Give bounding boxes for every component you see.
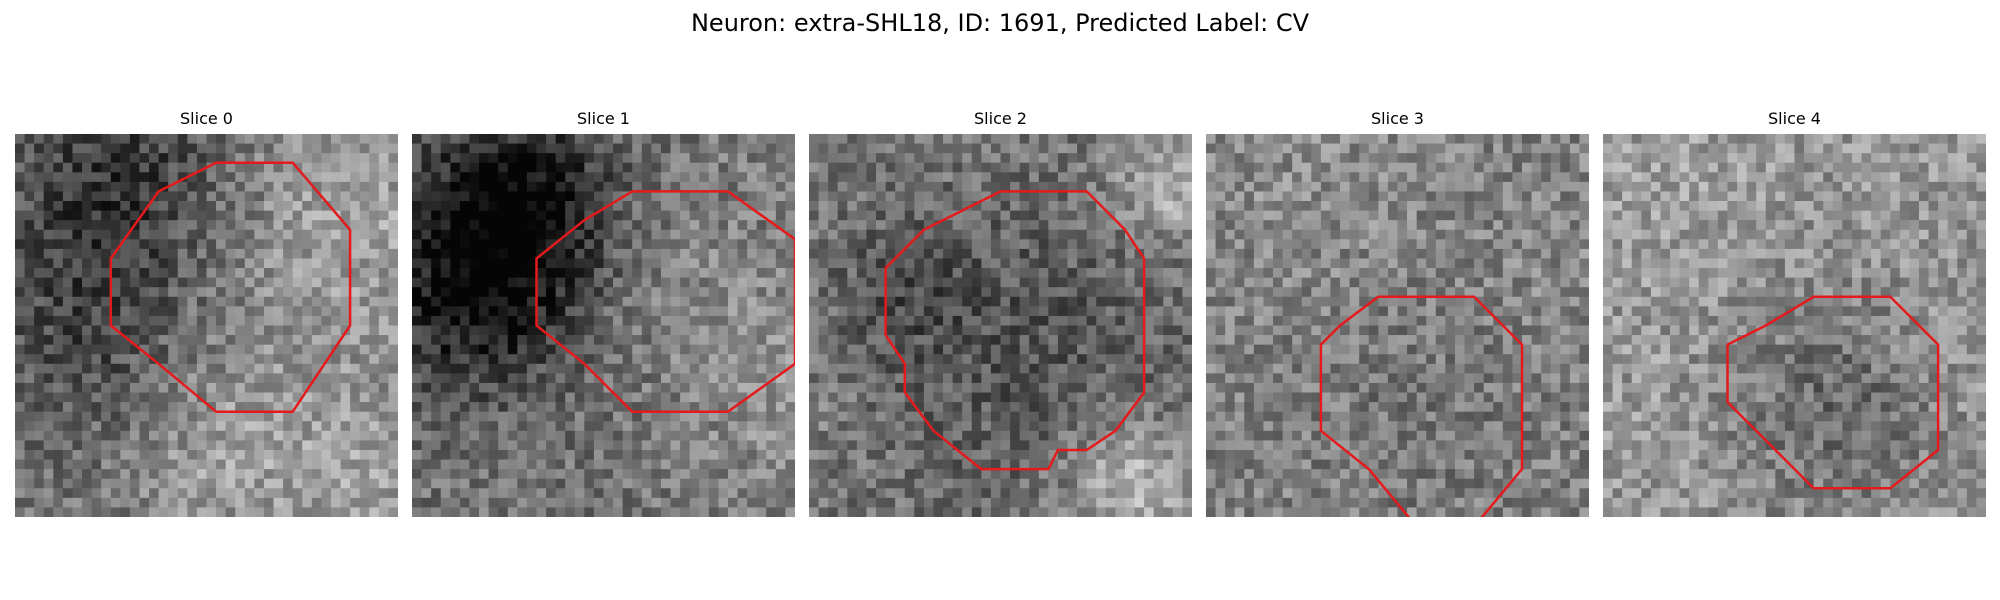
neuron-contour — [1726, 295, 1940, 490]
neuron-contour — [884, 190, 1146, 471]
neuron-contour — [1319, 295, 1524, 517]
slice-image — [1206, 134, 1589, 517]
slice-image — [15, 134, 398, 517]
slice-panel-4: Slice 4 — [1603, 108, 1986, 517]
slice-pixels — [1206, 134, 1589, 517]
slice-title: Slice 2 — [974, 109, 1027, 128]
slice-pixels — [15, 134, 398, 517]
slice-pixels — [1603, 134, 1986, 517]
slice-panel-3: Slice 3 — [1206, 108, 1589, 517]
slice-panel-2: Slice 2 — [809, 108, 1192, 517]
slice-title: Slice 3 — [1371, 109, 1424, 128]
slice-title: Slice 4 — [1768, 109, 1821, 128]
slice-pixels — [412, 134, 795, 517]
slice-title: Slice 1 — [577, 109, 630, 128]
slice-panel-0: Slice 0 — [15, 108, 398, 517]
slice-image — [809, 134, 1192, 517]
neuron-contour — [535, 190, 795, 413]
figure-title: Neuron: extra-SHL18, ID: 1691, Predicted… — [690, 9, 1310, 37]
slice-pixels — [809, 134, 1192, 517]
slice-title: Slice 0 — [180, 109, 233, 128]
neuron-contour — [109, 161, 352, 413]
slice-image — [1603, 134, 1986, 517]
slice-image — [412, 134, 795, 517]
slice-panel-1: Slice 1 — [412, 108, 795, 517]
